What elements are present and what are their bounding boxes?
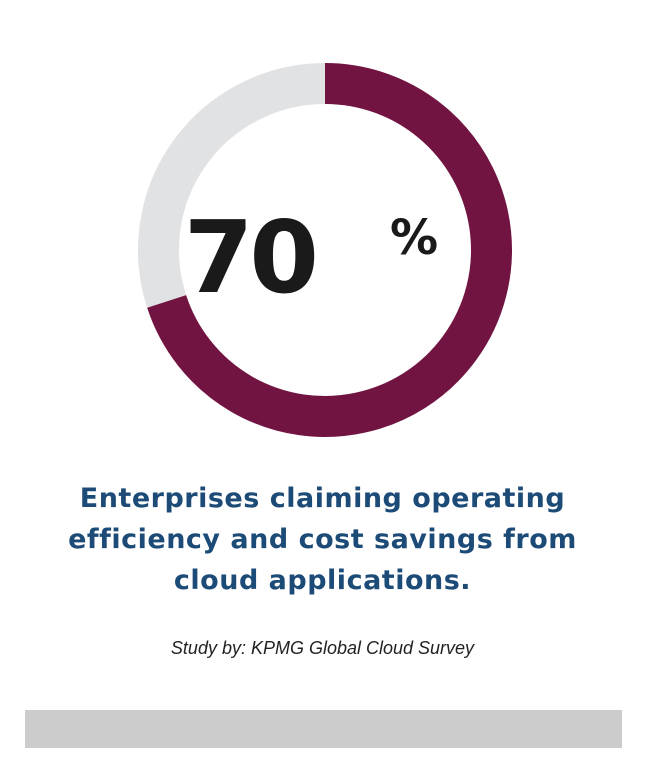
donut-segment: [147, 63, 512, 437]
donut-segment: [138, 63, 326, 308]
center-unit: %: [390, 210, 438, 266]
center-value: 70: [184, 199, 315, 316]
source: Study by: KPMG Global Cloud Survey: [170, 638, 475, 658]
footer-bar: [25, 710, 622, 748]
caption: Enterprises claiming operating efficienc…: [68, 483, 577, 596]
chart: 70 %: [138, 63, 512, 437]
